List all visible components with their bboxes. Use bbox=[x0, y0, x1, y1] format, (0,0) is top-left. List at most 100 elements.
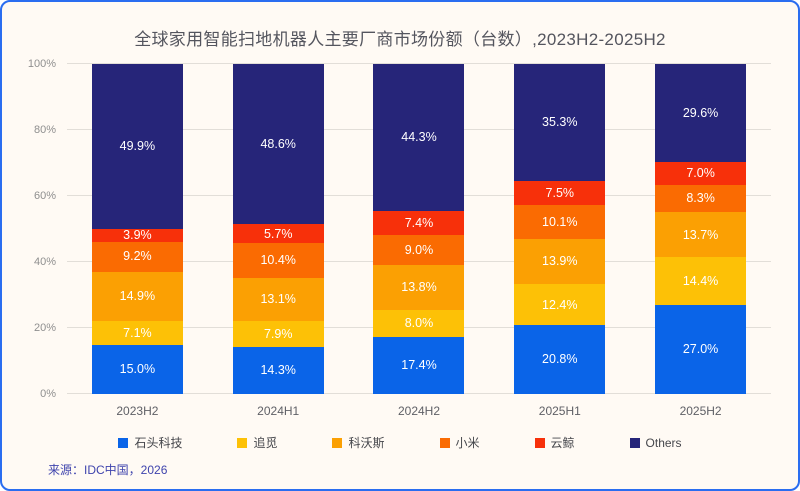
segment-云鲸-2023H2[interactable]: 3.9% bbox=[91, 227, 183, 242]
segment-label: 12.4% bbox=[542, 297, 578, 312]
bar-slot-2025H2: 27.0% 14.4% 13.7% 8.3% 7.0% 29.6% bbox=[630, 64, 771, 394]
x-axis: 2023H2 2024H1 2024H2 2025H1 2025H2 bbox=[67, 404, 771, 418]
legend-item-云鲸[interactable]: 云鲸 bbox=[534, 434, 575, 451]
segment-云鲸-2025H1[interactable]: 7.5% bbox=[514, 180, 606, 206]
segment-小米-2025H2[interactable]: 8.3% bbox=[655, 184, 747, 213]
bar-2024H1: 14.3% 7.9% 13.1% 10.4% 5.7% 48.6% bbox=[232, 64, 324, 394]
segment-科沃斯-2024H2[interactable]: 13.8% bbox=[373, 264, 465, 311]
segment-label: 8.0% bbox=[404, 316, 434, 331]
x-axis-label-2024H1: 2024H1 bbox=[257, 404, 300, 418]
x-axis-label-2025H1: 2025H1 bbox=[538, 404, 581, 418]
segment-Others-2023H2[interactable]: 49.9% bbox=[91, 64, 183, 229]
bar-2025H1: 20.8% 12.4% 13.9% 10.1% 7.5% 35.3% bbox=[514, 64, 606, 394]
segment-石头科技-2025H2[interactable]: 27.0% bbox=[655, 304, 747, 394]
bar-slot-2025H1: 20.8% 12.4% 13.9% 10.1% 7.5% 35.3% bbox=[489, 64, 630, 394]
segment-追觅-2024H1[interactable]: 7.9% bbox=[232, 320, 324, 347]
legend-swatch-icon bbox=[118, 437, 129, 448]
legend-item-追觅[interactable]: 追觅 bbox=[237, 434, 277, 451]
segment-科沃斯-2025H2[interactable]: 13.7% bbox=[655, 212, 747, 258]
segment-小米-2025H1[interactable]: 10.1% bbox=[514, 205, 606, 239]
legend: 石头科技 追觅 科沃斯 小米 云鲸 Others bbox=[2, 434, 798, 451]
legend-swatch-icon bbox=[534, 437, 545, 448]
segment-label: 7.5% bbox=[545, 185, 575, 200]
segment-石头科技-2024H1[interactable]: 14.3% bbox=[232, 346, 324, 394]
bar-slot-2023H2: 15.0% 7.1% 14.9% 9.2% 3.9% 49.9% bbox=[67, 64, 208, 394]
legend-label: 科沃斯 bbox=[348, 436, 385, 450]
y-tick-label: 100% bbox=[27, 58, 56, 70]
bar-slot-2024H2: 17.4% 8.0% 13.8% 9.0% 7.4% 44.3% bbox=[349, 64, 490, 394]
segment-label: 14.9% bbox=[119, 289, 156, 304]
chart-title: 全球家用智能扫地机器人主要厂商市场份额（台数）,2023H2-2025H2 bbox=[134, 30, 666, 49]
legend-label: Others bbox=[645, 435, 682, 450]
x-axis-label-2023H2: 2023H2 bbox=[116, 404, 159, 418]
segment-科沃斯-2023H2[interactable]: 14.9% bbox=[91, 271, 183, 322]
y-tick-label: 0% bbox=[40, 388, 56, 400]
bar-2023H2: 15.0% 7.1% 14.9% 9.2% 3.9% 49.9% bbox=[91, 64, 183, 394]
segment-Others-2025H1[interactable]: 35.3% bbox=[514, 64, 606, 181]
source-note: 来源：IDC中国，2026 bbox=[48, 463, 168, 477]
segment-label: 13.8% bbox=[401, 280, 437, 295]
legend-swatch-icon bbox=[439, 437, 450, 448]
segment-label: 13.9% bbox=[542, 254, 578, 269]
segment-追觅-2025H1[interactable]: 12.4% bbox=[514, 284, 606, 326]
x-axis-label-2025H2: 2025H2 bbox=[679, 404, 722, 418]
segment-科沃斯-2024H1[interactable]: 13.1% bbox=[232, 277, 324, 321]
segment-label: 9.0% bbox=[404, 242, 434, 257]
legend-item-科沃斯[interactable]: 科沃斯 bbox=[332, 434, 385, 451]
legend-swatch-icon bbox=[237, 437, 248, 448]
segment-label: 10.4% bbox=[260, 253, 296, 268]
segment-追觅-2024H2[interactable]: 8.0% bbox=[373, 310, 465, 337]
segment-云鲸-2024H2[interactable]: 7.4% bbox=[373, 210, 465, 235]
segment-label: 27.0% bbox=[682, 342, 719, 357]
segment-label: 35.3% bbox=[542, 115, 578, 130]
segment-石头科技-2024H2[interactable]: 17.4% bbox=[373, 336, 465, 394]
segment-label: 7.4% bbox=[404, 215, 434, 230]
segment-Others-2024H2[interactable]: 44.3% bbox=[373, 64, 465, 211]
segment-label: 49.9% bbox=[119, 139, 156, 154]
legend-label: 小米 bbox=[455, 436, 480, 450]
legend-item-石头科技[interactable]: 石头科技 bbox=[118, 434, 182, 451]
segment-label: 29.6% bbox=[682, 105, 719, 120]
segment-追觅-2025H2[interactable]: 14.4% bbox=[655, 257, 747, 305]
y-tick-label: 60% bbox=[33, 190, 56, 202]
segment-小米-2024H2[interactable]: 9.0% bbox=[373, 234, 465, 265]
gridline bbox=[67, 63, 771, 64]
segment-label: 8.3% bbox=[686, 191, 715, 206]
segment-云鲸-2025H2[interactable]: 7.0% bbox=[655, 161, 747, 185]
legend-item-Others[interactable]: Others bbox=[629, 435, 682, 450]
segment-label: 13.7% bbox=[682, 227, 719, 242]
segment-label: 10.1% bbox=[542, 214, 578, 229]
y-tick-label: 40% bbox=[33, 256, 56, 268]
legend-swatch-icon bbox=[629, 437, 640, 448]
segment-label: 14.3% bbox=[260, 363, 296, 378]
segment-石头科技-2023H2[interactable]: 15.0% bbox=[91, 344, 183, 394]
y-tick-label: 80% bbox=[33, 124, 56, 136]
bar-2024H2: 17.4% 8.0% 13.8% 9.0% 7.4% 44.3% bbox=[373, 64, 465, 394]
segment-追觅-2023H2[interactable]: 7.1% bbox=[91, 321, 183, 345]
segment-label: 13.1% bbox=[260, 291, 296, 306]
segment-label: 7.0% bbox=[686, 166, 715, 181]
segment-label: 44.3% bbox=[401, 130, 437, 145]
segment-label: 3.9% bbox=[123, 227, 152, 242]
x-axis-label-2024H2: 2024H2 bbox=[397, 404, 441, 418]
segment-label: 48.6% bbox=[260, 136, 296, 151]
bar-2025H2: 27.0% 14.4% 13.7% 8.3% 7.0% 29.6% bbox=[655, 64, 747, 394]
legend-item-小米[interactable]: 小米 bbox=[439, 434, 480, 451]
legend-swatch-icon bbox=[332, 437, 343, 448]
segment-科沃斯-2025H1[interactable]: 13.9% bbox=[514, 238, 606, 285]
segment-label: 9.2% bbox=[123, 249, 152, 264]
y-tick-label: 20% bbox=[33, 322, 56, 334]
segment-label: 15.0% bbox=[119, 362, 156, 376]
segment-Others-2024H1[interactable]: 48.6% bbox=[232, 64, 324, 225]
y-axis: 0% 20% 40% 60% 80% 100% bbox=[2, 58, 56, 400]
bars-container: 15.0% 7.1% 14.9% 9.2% 3.9% 49.9% 14.3% 7.9% 13.1… bbox=[67, 64, 771, 394]
segment-云鲸-2024H1[interactable]: 5.7% bbox=[232, 224, 324, 244]
segment-小米-2023H2[interactable]: 9.2% bbox=[91, 241, 183, 272]
segment-label: 7.9% bbox=[263, 326, 293, 341]
legend-label: 追觅 bbox=[253, 436, 278, 450]
segment-小米-2024H1[interactable]: 10.4% bbox=[232, 243, 324, 278]
legend-label: 云鲸 bbox=[550, 436, 575, 450]
segment-石头科技-2025H1[interactable]: 20.8% bbox=[514, 325, 606, 394]
segment-Others-2025H2[interactable]: 29.6% bbox=[655, 64, 747, 162]
